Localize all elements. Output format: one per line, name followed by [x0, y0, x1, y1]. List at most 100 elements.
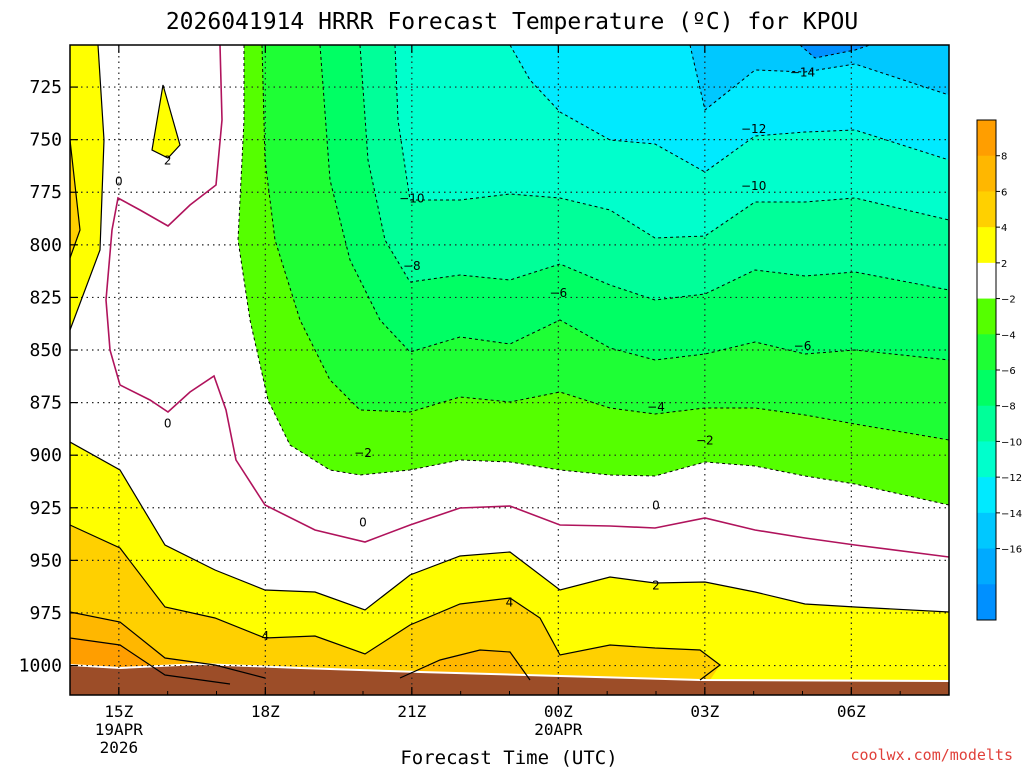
- contour-label: 2: [652, 579, 660, 593]
- svg-text:0: 0: [652, 499, 660, 513]
- colorbar-swatch: [977, 405, 996, 442]
- x-tick-label: 20APR: [534, 720, 583, 739]
- contour-line-6: [70, 611, 266, 679]
- colorbar-swatch: [977, 548, 996, 585]
- colorbar-label: 4: [1001, 223, 1007, 234]
- svg-text:−2: −2: [354, 446, 372, 460]
- contour-label: 0: [359, 516, 367, 530]
- colorbar-swatch: [977, 262, 996, 300]
- contour-line-2-lower: [70, 441, 949, 613]
- y-tick-label: 775: [29, 182, 62, 203]
- band-below-minus16: [800, 45, 870, 58]
- contour-line-minus6: [319, 45, 949, 361]
- contour-label: −2: [696, 433, 714, 447]
- y-tick-label: 975: [29, 603, 62, 624]
- colorbar-swatch: [977, 227, 996, 264]
- y-tick-label: 875: [29, 393, 62, 414]
- contour-label: −2: [354, 446, 372, 460]
- y-tick-label: 725: [29, 77, 62, 98]
- svg-text:0: 0: [115, 175, 123, 189]
- y-tick-label: 925: [29, 498, 62, 519]
- x-tick-label: 03Z: [690, 702, 719, 721]
- x-tick-label: 06Z: [837, 702, 866, 721]
- band-2-to-4-upper: [70, 45, 104, 330]
- colorbar-label: −16: [1001, 545, 1022, 556]
- contour-line-minus14: [689, 45, 949, 111]
- svg-text:−6: −6: [549, 286, 567, 300]
- colorbar-label: −4: [1001, 330, 1016, 341]
- x-tick-label: 00Z: [544, 702, 573, 721]
- svg-text:−6: −6: [794, 339, 812, 353]
- x-tick-label: 21Z: [397, 702, 426, 721]
- y-tick-label: 800: [29, 235, 62, 256]
- y-tick-label: 950: [29, 550, 62, 571]
- colorbar-swatch: [977, 191, 996, 228]
- contour-labels: 2 0 0 0 0 −2 −2 −4 −6 −6 −8 −10 −10 −12 −14 2 4 4: [115, 65, 815, 643]
- contour-label: −14: [790, 65, 815, 79]
- colorbar-label: −12: [1001, 473, 1022, 484]
- colorbar-label: −14: [1001, 509, 1022, 520]
- grid-lines: [70, 45, 949, 695]
- contour-line-8: [70, 637, 231, 685]
- contour-label: −6: [794, 339, 812, 353]
- colorbar-swatch: [977, 298, 996, 335]
- colorbar-swatch: [977, 334, 996, 371]
- colorbar: 8 6 4 2 −2 −4 −6 −8 −10 −12 −14 −16: [976, 119, 1022, 621]
- colorbar-swatch: [977, 155, 996, 192]
- contour-label: −6: [549, 286, 567, 300]
- colorbar-label: −8: [1001, 402, 1016, 413]
- x-tick-label: 15Z: [104, 702, 133, 721]
- y-tick-label: 750: [29, 130, 62, 151]
- contour-label: 4: [506, 595, 514, 609]
- contour-label: −10: [399, 192, 424, 206]
- colorbar-swatch: [977, 477, 996, 514]
- contour-line-zero-upper: [105, 45, 949, 558]
- svg-text:4: 4: [262, 629, 270, 643]
- contour-label: −8: [403, 259, 421, 273]
- contour-line-4: [70, 524, 721, 681]
- contour-line-minus16: [799, 45, 871, 59]
- svg-text:2: 2: [652, 579, 660, 593]
- colorbar-label: −2: [1001, 295, 1016, 306]
- contour-line-2-upper: [70, 45, 105, 331]
- y-tick-label: 1000: [19, 656, 62, 677]
- svg-text:−14: −14: [790, 65, 815, 79]
- y-axis: 725 750 775 800 825 850 875 900 925 950 975 1000: [19, 77, 78, 677]
- contour-line-minus2: [237, 45, 949, 506]
- colorbar-label: −6: [1001, 366, 1016, 377]
- svg-text:4: 4: [506, 595, 514, 609]
- colorbar-swatch: [977, 120, 996, 157]
- x-tick-label: 19APR: [95, 720, 144, 739]
- svg-text:−2: −2: [696, 433, 714, 447]
- svg-text:0: 0: [359, 516, 367, 530]
- svg-text:2: 2: [164, 154, 172, 168]
- svg-text:−10: −10: [399, 192, 424, 206]
- band-minus16-to-minus14: [690, 45, 949, 110]
- colorbar-swatch: [977, 584, 996, 621]
- band-minus14-to-minus12: [510, 45, 949, 172]
- band-4-to-6-upper-sliver: [70, 140, 80, 258]
- contour-label: 4: [262, 629, 270, 643]
- svg-text:−4: −4: [647, 400, 665, 414]
- band-4-to-6: [70, 525, 720, 695]
- contour-line-6-east: [399, 649, 531, 681]
- contour-label: 0: [115, 175, 123, 189]
- contour-line-4-upper: [70, 139, 81, 259]
- colorbar-label: 6: [1001, 187, 1007, 198]
- credit-text: coolwx.com/modelts: [850, 746, 1013, 764]
- colorbar-label: 8: [1001, 152, 1007, 163]
- contour-line-minus12: [509, 45, 949, 173]
- y-tick-label: 825: [29, 287, 62, 308]
- colorbar-swatch: [977, 370, 996, 407]
- chart-title: 2026041914 HRRR Forecast Temperature (ºC…: [166, 9, 858, 35]
- x-axis-label: Forecast Time (UTC): [400, 747, 617, 768]
- y-tick-label: 850: [29, 340, 62, 361]
- contour-line-minus10: [394, 45, 949, 239]
- contour-label: 2: [164, 154, 172, 168]
- colorbar-label: −10: [1001, 437, 1022, 448]
- svg-text:−12: −12: [741, 122, 766, 136]
- colorbar-frame: [976, 119, 997, 621]
- contour-label: −12: [741, 122, 766, 136]
